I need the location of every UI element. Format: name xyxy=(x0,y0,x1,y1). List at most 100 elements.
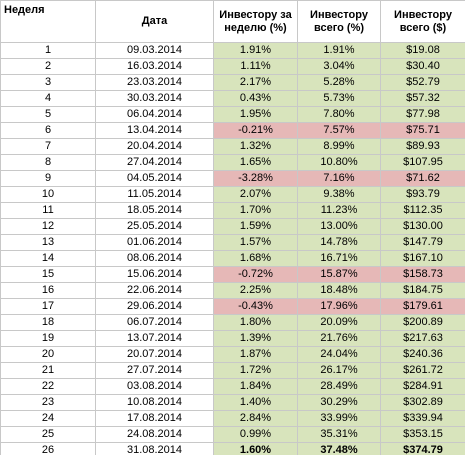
table-row: 26 31.08.2014 1.60% 37.48% $374.79 xyxy=(0,442,465,455)
table-cell: 1.59% xyxy=(213,218,298,235)
table-cell: 30.29% xyxy=(297,394,381,411)
table-cell: $52.79 xyxy=(380,74,465,91)
table-cell: $284.91 xyxy=(380,378,465,395)
table-cell: 5.28% xyxy=(297,74,381,91)
table-cell: 25.05.2014 xyxy=(95,218,214,235)
table-cell: 21.76% xyxy=(297,330,381,347)
table-cell: 8 xyxy=(0,154,96,171)
table-cell: 19 xyxy=(0,330,96,347)
table-cell: 2.07% xyxy=(213,186,298,203)
table-cell: 21 xyxy=(0,362,96,379)
table-cell: 1.40% xyxy=(213,394,298,411)
table-cell: $217.63 xyxy=(380,330,465,347)
table-cell: 16 xyxy=(0,282,96,299)
table-cell: $167.10 xyxy=(380,250,465,267)
table-cell: 06.07.2014 xyxy=(95,314,214,331)
table-cell: $179.61 xyxy=(380,298,465,315)
table-row: 23 10.08.2014 1.40% 30.29% $302.89 xyxy=(0,394,465,411)
table-cell: 28.49% xyxy=(297,378,381,395)
table-cell: 33.99% xyxy=(297,410,381,427)
table-cell: $77.98 xyxy=(380,106,465,123)
table-cell: 10.08.2014 xyxy=(95,394,214,411)
table-cell: 3.04% xyxy=(297,58,381,75)
table-cell: 10 xyxy=(0,186,96,203)
table-cell: $302.89 xyxy=(380,394,465,411)
table-cell: 24.08.2014 xyxy=(95,426,214,443)
table-row: 1 09.03.2014 1.91% 1.91% $19.08 xyxy=(0,42,465,59)
table-cell: 16.71% xyxy=(297,250,381,267)
table-row: 21 27.07.2014 1.72% 26.17% $261.72 xyxy=(0,362,465,379)
table-cell: 17.96% xyxy=(297,298,381,315)
table-cell: 30.03.2014 xyxy=(95,90,214,107)
table-cell: 20 xyxy=(0,346,96,363)
table-row: 5 06.04.2014 1.95% 7.80% $77.98 xyxy=(0,106,465,123)
table-row: 2 16.03.2014 1.11% 3.04% $30.40 xyxy=(0,58,465,75)
table-cell: 1.65% xyxy=(213,154,298,171)
table-cell: $261.72 xyxy=(380,362,465,379)
table-cell: 03.08.2014 xyxy=(95,378,214,395)
table-cell: 31.08.2014 xyxy=(95,442,214,455)
table-row: 22 03.08.2014 1.84% 28.49% $284.91 xyxy=(0,378,465,395)
table-row: 15 15.06.2014 -0.72% 15.87% $158.73 xyxy=(0,266,465,283)
table-cell: $353.15 xyxy=(380,426,465,443)
table-row: 14 08.06.2014 1.68% 16.71% $167.10 xyxy=(0,250,465,267)
table-cell: 1.80% xyxy=(213,314,298,331)
table-cell: 1.39% xyxy=(213,330,298,347)
table-cell: 18.48% xyxy=(297,282,381,299)
table-cell: 1.91% xyxy=(297,42,381,59)
table-row: 16 22.06.2014 2.25% 18.48% $184.75 xyxy=(0,282,465,299)
table-cell: 14 xyxy=(0,250,96,267)
table-cell: 1.68% xyxy=(213,250,298,267)
table-cell: 35.31% xyxy=(297,426,381,443)
table-cell: 17.08.2014 xyxy=(95,410,214,427)
table-cell: -0.72% xyxy=(213,266,298,283)
table-row: 4 30.03.2014 0.43% 5.73% $57.32 xyxy=(0,90,465,107)
table-cell: 1.72% xyxy=(213,362,298,379)
table-cell: $147.79 xyxy=(380,234,465,251)
table-cell: -0.43% xyxy=(213,298,298,315)
table-cell: 22 xyxy=(0,378,96,395)
table-cell: 25 xyxy=(0,426,96,443)
table-cell: 13.00% xyxy=(297,218,381,235)
table-cell: 0.43% xyxy=(213,90,298,107)
table-row: 25 24.08.2014 0.99% 35.31% $353.15 xyxy=(0,426,465,443)
table-cell: 1.95% xyxy=(213,106,298,123)
table-row: 17 29.06.2014 -0.43% 17.96% $179.61 xyxy=(0,298,465,315)
table-cell: 29.06.2014 xyxy=(95,298,214,315)
table-cell: $158.73 xyxy=(380,266,465,283)
table-cell: 16.03.2014 xyxy=(95,58,214,75)
header-cell: Дата xyxy=(95,0,214,43)
table-cell: 27.04.2014 xyxy=(95,154,214,171)
table-cell: 06.04.2014 xyxy=(95,106,214,123)
table-cell: 1.87% xyxy=(213,346,298,363)
table-cell: 20.04.2014 xyxy=(95,138,214,155)
table-row: 6 13.04.2014 -0.21% 7.57% $75.71 xyxy=(0,122,465,139)
table-cell: 13.04.2014 xyxy=(95,122,214,139)
table-cell: 37.48% xyxy=(297,442,381,455)
table-cell: 1.32% xyxy=(213,138,298,155)
table-cell: 2.84% xyxy=(213,410,298,427)
table-cell: 08.06.2014 xyxy=(95,250,214,267)
header-cell: Инвестору всего ($) xyxy=(380,0,465,43)
table-cell: $374.79 xyxy=(380,442,465,455)
table-cell: 12 xyxy=(0,218,96,235)
table-row: 20 20.07.2014 1.87% 24.04% $240.36 xyxy=(0,346,465,363)
table-cell: $200.89 xyxy=(380,314,465,331)
table-cell: 4 xyxy=(0,90,96,107)
table-row: 19 13.07.2014 1.39% 21.76% $217.63 xyxy=(0,330,465,347)
table-cell: 7 xyxy=(0,138,96,155)
table-cell: -3.28% xyxy=(213,170,298,187)
table-cell: 2.17% xyxy=(213,74,298,91)
table-cell: 23.03.2014 xyxy=(95,74,214,91)
table-cell: 9 xyxy=(0,170,96,187)
table-row: 24 17.08.2014 2.84% 33.99% $339.94 xyxy=(0,410,465,427)
table-cell: 24.04% xyxy=(297,346,381,363)
table-row: 10 11.05.2014 2.07% 9.38% $93.79 xyxy=(0,186,465,203)
table-cell: 1 xyxy=(0,42,96,59)
table-row: 8 27.04.2014 1.65% 10.80% $107.95 xyxy=(0,154,465,171)
table-cell: $30.40 xyxy=(380,58,465,75)
table-cell: 7.80% xyxy=(297,106,381,123)
table-cell: 01.06.2014 xyxy=(95,234,214,251)
header-row: Неделя Дата Инвестору за неделю (%) Инвесто… xyxy=(0,0,465,43)
table-row: 3 23.03.2014 2.17% 5.28% $52.79 xyxy=(0,74,465,91)
